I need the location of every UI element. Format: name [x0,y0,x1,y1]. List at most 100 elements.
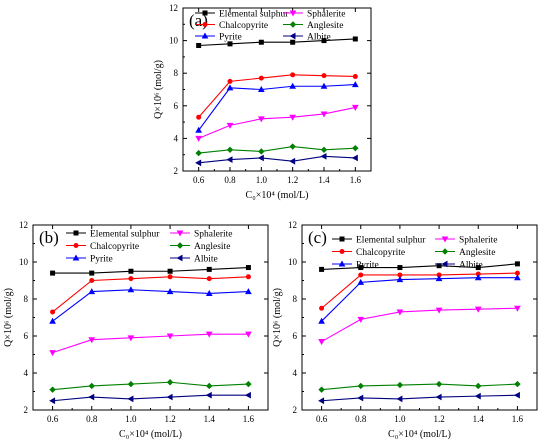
series-line [52,276,249,313]
legend-label: Elemental sulphur [356,236,426,246]
legend-swatch-marker [338,260,346,267]
legend-swatch-marker [289,10,297,17]
data-point [396,309,404,316]
chart-panel-3: 0.6 0.8 1.0 1.2 1.4 1.6 2 4 6 8 10 12 C₀×10⁴ (mol/L)… [272,220,538,440]
legend-label: Sphalerite [307,10,346,20]
y-tick-label: 10 [169,36,179,46]
data-point [320,82,328,89]
data-point [352,73,358,79]
y-tick-label: 4 [293,368,298,378]
data-point [257,116,265,123]
data-point [89,278,95,283]
data-point [318,339,325,346]
series-line [321,383,518,391]
data-point [351,154,358,162]
legend-label: Pyrite [356,261,379,271]
data-point [435,393,442,401]
legend-swatch-marker [339,249,345,254]
data-point [257,85,265,92]
data-point [320,146,328,154]
data-point [128,268,134,274]
data-point [289,157,296,165]
data-point [226,122,234,129]
legend-label: Pyrite [219,33,242,43]
data-point [49,386,56,393]
legend-swatch-marker [441,260,448,268]
legend-entry: Chalcopyrite [66,242,139,252]
data-point [196,114,202,120]
legend-swatch-marker [202,10,208,16]
series-line [321,277,518,322]
legend-label: Anglesite [459,248,495,258]
series-sphalerite [49,331,252,357]
data-point [320,111,328,118]
legend-entry: Elemental sulphur [332,236,426,246]
data-point [226,84,234,91]
data-point [127,380,135,388]
series-pyrite [49,286,252,324]
chart-panel-1: 0.6 0.8 1.0 1.2 1.4 1.6 2 4 6 8 10 12 C₀×10⁴ (mol/L)… [153,3,372,201]
y-tick-label: 2 [24,405,29,415]
legend-entry: Albite [170,255,218,265]
data-point [351,104,359,111]
series-elemental-sulphur [319,261,520,272]
x-tick-label: 0.6 [316,414,328,424]
y-tick-label: 2 [293,405,298,415]
series-sphalerite [195,104,359,142]
data-point [357,382,364,390]
data-point [195,149,202,157]
series-albite [318,391,520,405]
data-point [195,159,202,167]
legend-swatch-marker [441,236,449,243]
series-line [198,38,356,47]
series-line [52,333,249,354]
data-point [352,36,358,42]
series-line [198,74,356,118]
legend-entry: Pyrite [195,32,242,43]
legend-label: Anglesite [194,242,230,252]
legend-entry: Anglesite [170,242,230,252]
data-point [258,39,264,45]
series-anglesite [318,380,521,393]
series-line [321,394,518,402]
y-tick-label: 12 [169,3,178,13]
data-point [166,288,174,295]
data-point [357,316,365,323]
data-point [474,392,481,400]
x-tick-label: 1.6 [350,175,362,185]
legend-entry: Sphalerite [170,230,233,240]
y-axis-title: Q×10⁶ (mol/g) [3,288,14,347]
x-tick-label: 1.0 [125,414,137,424]
y-tick-label: 10 [288,257,298,267]
series-line [198,155,356,164]
data-point [226,146,234,154]
data-point [88,382,95,390]
legend-swatch-marker [339,236,345,242]
legend-entry: Chalcopyrite [332,248,405,258]
data-point [474,306,482,313]
x-tick-label: 1.2 [433,414,444,424]
data-point [321,38,327,44]
data-point [357,394,364,402]
legend-swatch-marker [73,243,79,248]
series-line [52,381,249,391]
data-point [258,148,265,155]
y-axis-title: Q×10⁶ (mol/g) [272,288,283,347]
data-point [514,380,521,388]
data-point [514,274,521,281]
data-point [319,305,325,311]
series-anglesite [195,143,359,157]
chart-panel-2: 0.6 0.8 1.0 1.2 1.4 1.6 2 4 6 8 10 12 C₀×10⁴ (mol/L)… [3,220,269,440]
data-point [258,75,264,81]
legend-entry: Pyrite [66,254,113,265]
data-point [397,265,403,271]
y-tick-label: 6 [293,331,298,341]
data-point [319,266,325,272]
data-point [89,270,95,276]
x-axis-title: C₀×10⁴ (mol/L) [246,190,309,201]
legend-label: Anglesite [307,21,343,31]
series-line [321,307,518,343]
data-point [245,265,251,271]
data-point [475,382,482,390]
data-point [166,379,174,386]
